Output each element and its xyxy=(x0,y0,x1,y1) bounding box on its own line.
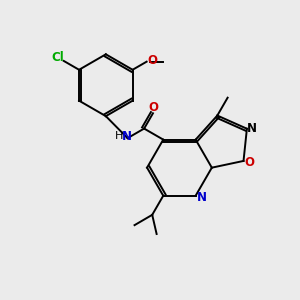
Text: H: H xyxy=(115,131,124,141)
Text: N: N xyxy=(196,191,206,204)
Text: O: O xyxy=(244,156,254,169)
Text: N: N xyxy=(122,130,132,142)
Text: Cl: Cl xyxy=(51,52,64,64)
Text: O: O xyxy=(147,54,157,67)
Text: N: N xyxy=(247,122,257,135)
Text: O: O xyxy=(148,101,158,115)
